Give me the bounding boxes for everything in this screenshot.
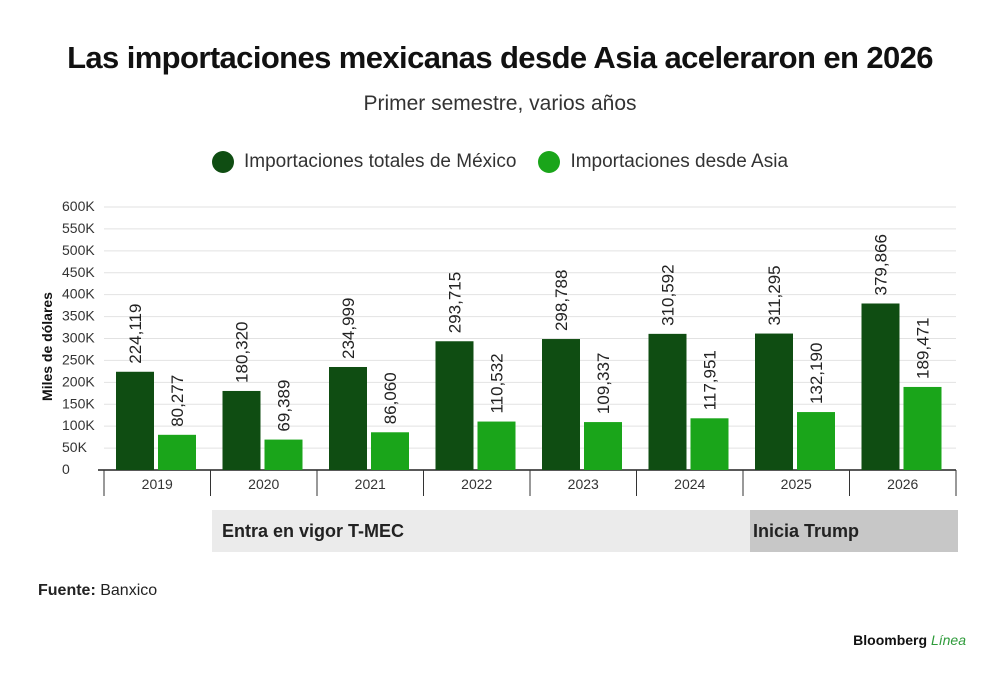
y-tick-label: 300K xyxy=(62,330,95,346)
data-label-asia: 80,277 xyxy=(168,375,187,427)
data-label-total: 180,320 xyxy=(233,322,252,383)
legend-item-asia: Importaciones desde Asia xyxy=(538,151,788,173)
x-tick-label: 2020 xyxy=(248,476,279,492)
data-label-asia: 117,951 xyxy=(701,350,720,410)
y-tick-label: 450K xyxy=(62,264,95,280)
bar-asia xyxy=(903,386,942,470)
data-label-total: 234,999 xyxy=(339,298,358,359)
bar-asia xyxy=(584,422,622,470)
x-tick-label: 2026 xyxy=(887,476,918,492)
x-tick-label: 2019 xyxy=(142,476,173,492)
y-tick-label: 400K xyxy=(62,286,95,302)
annotation-band-trump: Inicia Trump xyxy=(750,510,958,552)
data-label-total: 298,788 xyxy=(552,270,571,331)
x-tick-label: 2021 xyxy=(355,476,386,492)
bar-total xyxy=(755,333,793,470)
data-label-asia: 189,471 xyxy=(914,317,933,378)
y-tick-label: 200K xyxy=(62,373,95,389)
chart-subtitle: Primer semestre, varios años xyxy=(363,92,637,115)
y-tick-label: 0 xyxy=(62,461,70,477)
y-tick-label: 550K xyxy=(62,220,95,236)
y-tick-label: 350K xyxy=(62,308,95,324)
bar-total xyxy=(861,303,900,470)
bar-asia xyxy=(371,432,409,470)
data-label-total: 224,119 xyxy=(126,304,145,364)
data-label-asia: 86,060 xyxy=(381,372,400,424)
data-label-total: 311,295 xyxy=(765,265,784,325)
data-label-asia: 132,190 xyxy=(807,343,826,404)
legend-label-asia: Importaciones desde Asia xyxy=(570,151,789,172)
bar-asia xyxy=(477,421,516,470)
data-label-asia: 69,389 xyxy=(275,380,294,432)
data-label-asia: 109,337 xyxy=(594,353,613,414)
bar-total xyxy=(648,333,687,470)
brand-logo: Bloomberg Línea xyxy=(853,632,966,648)
x-tick-label: 2022 xyxy=(461,476,492,492)
y-tick-label: 100K xyxy=(62,417,95,433)
annotation-trump-label: Inicia Trump xyxy=(753,520,860,541)
legend-swatch-total xyxy=(211,151,234,173)
bar-asia xyxy=(264,439,303,470)
x-tick-label: 2024 xyxy=(674,476,705,492)
legend-swatch-asia xyxy=(538,151,561,173)
y-tick-label: 150K xyxy=(62,395,95,411)
data-label-total: 310,592 xyxy=(659,264,678,325)
data-label-asia: 110,532 xyxy=(488,353,507,413)
x-tick-label: 2023 xyxy=(568,476,599,492)
y-tick-label: 500K xyxy=(62,242,95,258)
y-tick-label: 600K xyxy=(62,198,95,214)
y-tick-label: 250K xyxy=(62,351,95,367)
brand-accent: Línea xyxy=(930,632,966,648)
x-tick-label: 2025 xyxy=(781,476,812,492)
y-tick-label: 50K xyxy=(62,439,88,455)
bar-total xyxy=(542,339,580,470)
annotation-band-tmec: Entra en vigor T-MEC xyxy=(212,510,750,552)
bar-asia xyxy=(690,418,729,470)
legend-label-total: Importaciones totales de México xyxy=(243,151,517,172)
y-axis-title: Miles de dólares xyxy=(39,292,55,401)
bar-total xyxy=(222,390,261,470)
bar-total xyxy=(116,371,154,470)
bar-total xyxy=(329,366,367,470)
bar-asia xyxy=(797,412,835,470)
legend-item-total: Importaciones totales de México xyxy=(211,151,517,173)
source-label: Fuente: xyxy=(38,582,96,599)
annotation-tmec-label: Entra en vigor T-MEC xyxy=(222,520,405,541)
bar-asia xyxy=(158,434,196,470)
data-label-total: 379,866 xyxy=(872,234,891,295)
chart-title: Las importaciones mexicanas desde Asia a… xyxy=(67,40,933,75)
bar-total xyxy=(435,341,474,470)
data-label-total: 293,715 xyxy=(446,272,465,333)
source-note: Fuente: Banxico xyxy=(38,582,157,600)
source-text: Banxico xyxy=(100,582,158,599)
brand-name: Bloomberg xyxy=(853,632,928,648)
legend: Importaciones totales de México Importac… xyxy=(0,151,1000,173)
